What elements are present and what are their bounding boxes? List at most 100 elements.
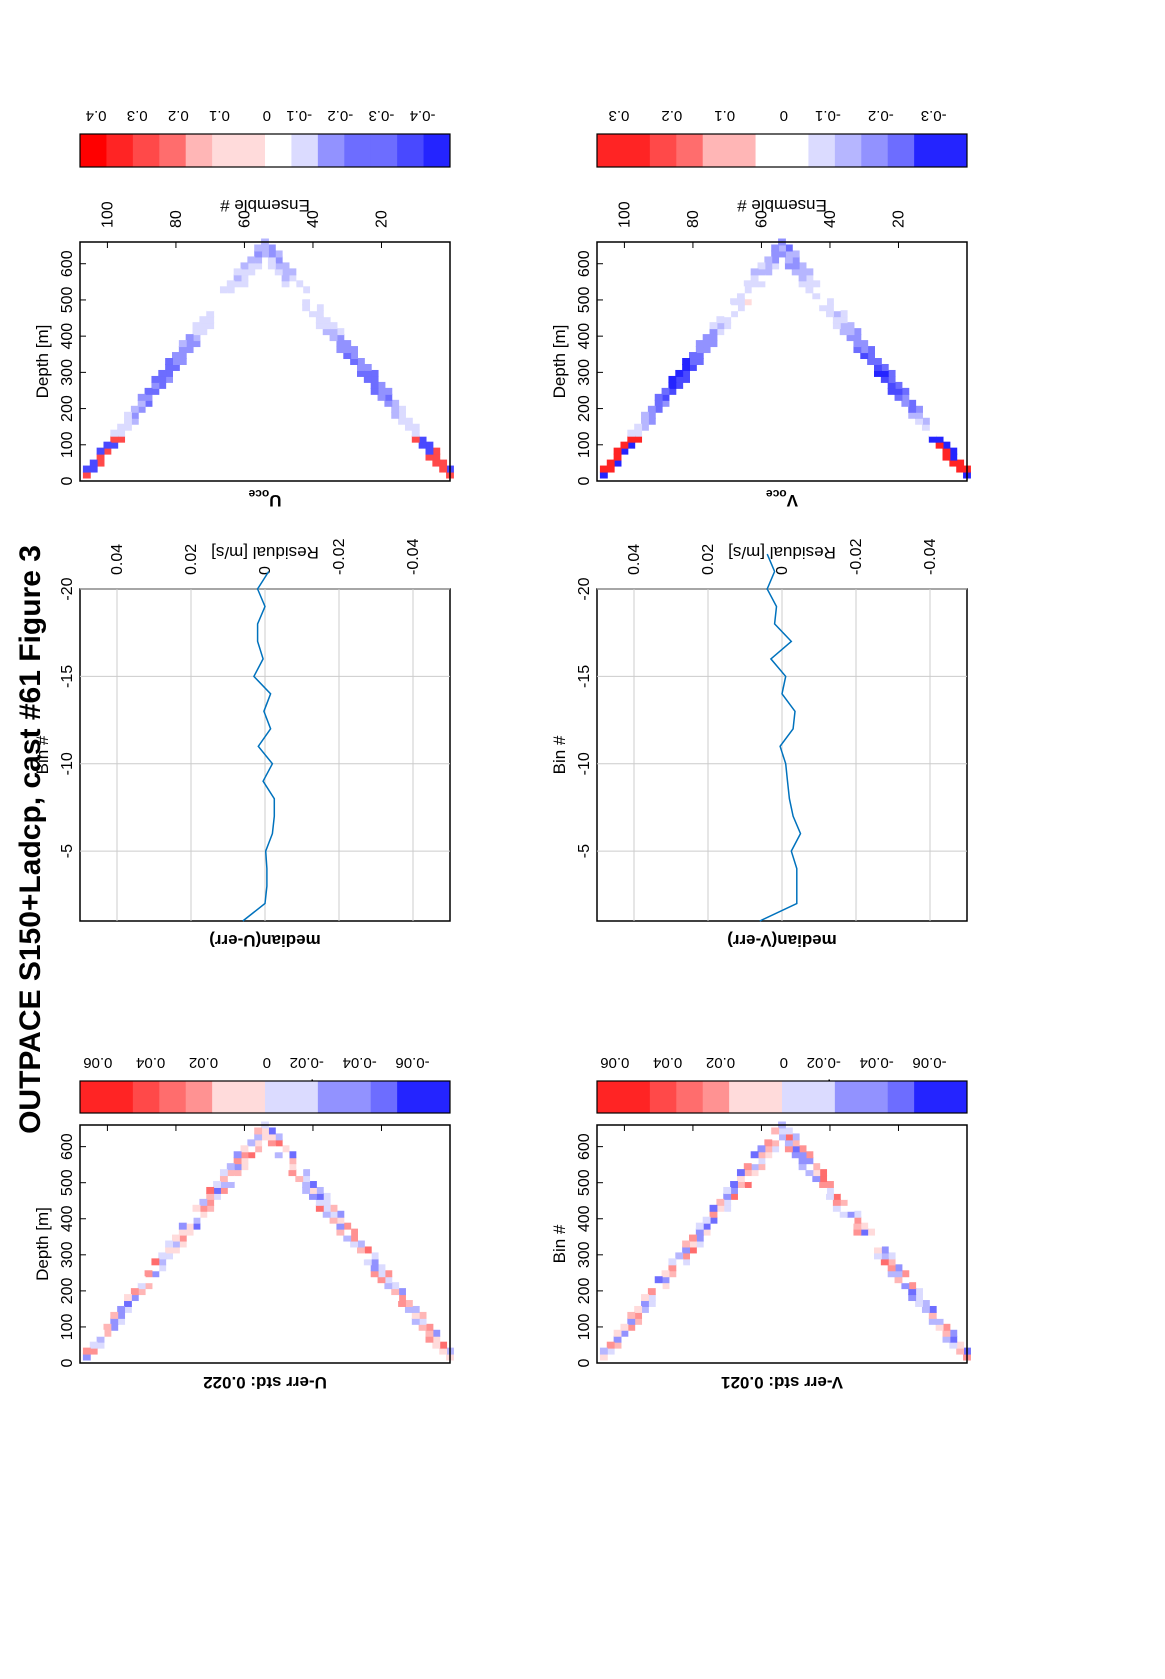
- plot-frame: [596, 241, 968, 482]
- heatmap-cell: [336, 1222, 345, 1230]
- heatmap-cell: [805, 274, 814, 282]
- heatmap-cell: [178, 358, 187, 365]
- heatmap-cell: [411, 429, 420, 437]
- colorbar-swatch: [132, 134, 160, 167]
- heatmap-cell: [343, 1234, 352, 1242]
- heatmap-cell: [124, 411, 132, 419]
- colorbar-tick-label: 0.06: [83, 1054, 112, 1071]
- heatmap-cell: [784, 250, 793, 258]
- heatmap-cell: [213, 1181, 221, 1188]
- heatmap-cell: [103, 1323, 112, 1331]
- heatmap-cell: [819, 1169, 828, 1177]
- heatmap-cell: [736, 304, 745, 312]
- heatmap-cell: [377, 1276, 386, 1284]
- colorbar-tick-label: 0.1: [209, 107, 230, 124]
- heatmap-cell: [309, 1186, 317, 1194]
- colorbar-swatch: [423, 1081, 451, 1113]
- heatmap-cell: [921, 423, 930, 431]
- heatmap-cell: [702, 1222, 711, 1230]
- heatmap-cell: [641, 423, 649, 431]
- colorbar-swatch: [623, 134, 651, 167]
- heatmap-cell: [110, 441, 119, 449]
- heatmap-cell: [867, 346, 875, 354]
- heatmap-cell: [165, 363, 173, 371]
- heatmap-cell: [370, 1270, 379, 1278]
- heatmap-cell: [880, 1258, 889, 1266]
- heatmap-cell: [743, 1163, 752, 1171]
- heatmap-cells: [599, 238, 971, 479]
- heatmap-cell: [178, 340, 187, 348]
- colorbar-swatch: [940, 134, 968, 167]
- y-tick-label: 300: [59, 359, 76, 386]
- colorbar-tick-label: -0.04: [860, 1054, 894, 1071]
- heatmap-cell: [199, 1204, 208, 1212]
- heatmap-cell: [350, 346, 359, 354]
- colorbar-swatch: [397, 1081, 425, 1113]
- colorbar-swatch: [159, 1081, 187, 1113]
- colorbar-swatch: [623, 1081, 651, 1113]
- heatmap-cell: [363, 369, 372, 377]
- heatmap-cell: [730, 1186, 738, 1194]
- heatmap-cell: [302, 1186, 311, 1194]
- heatmap-cell: [247, 1139, 256, 1147]
- heatmap-cell: [295, 1169, 304, 1177]
- heatmap-cell: [874, 358, 882, 365]
- heatmap-cell: [736, 1175, 745, 1183]
- heatmap-cell: [935, 441, 944, 449]
- heatmap-cell: [887, 1252, 896, 1260]
- heatmap-cell: [764, 268, 773, 276]
- heatmap-cell: [853, 334, 862, 342]
- y-tick-label: 600: [59, 1133, 76, 1160]
- heatmap-cell: [647, 417, 656, 425]
- heatmap-cell: [620, 1329, 629, 1337]
- colorbar-swatch: [755, 1081, 783, 1113]
- heatmap-cell: [247, 1145, 256, 1153]
- heatmap-cell: [233, 274, 242, 282]
- heatmap-cell: [89, 465, 98, 473]
- colorbar-tick-label: -0.02: [290, 1054, 324, 1071]
- colorbar-swatch: [80, 1081, 107, 1113]
- heatmap-cells: [82, 238, 454, 479]
- heatmap-cell: [647, 1300, 656, 1307]
- heatmap-cell: [322, 322, 331, 330]
- heatmap-cell: [137, 399, 146, 407]
- heatmap-cell: [343, 352, 352, 360]
- heatmap-cell: [812, 1163, 821, 1171]
- heatmap-cell: [826, 1186, 834, 1194]
- colorbar-tick-label: -0.2: [868, 107, 894, 124]
- heatmap-cell: [839, 328, 848, 336]
- heatmap-cell: [764, 1139, 773, 1147]
- heatmap-cell: [791, 1151, 800, 1159]
- heatmap-cell: [949, 1335, 958, 1343]
- heatmap-cell: [695, 346, 704, 354]
- heatmap-cell: [384, 1270, 393, 1278]
- heatmap-cell: [226, 292, 235, 300]
- heatmap-cell: [144, 393, 153, 401]
- heatmap-cell: [240, 268, 249, 276]
- heatmap-cell: [411, 423, 420, 431]
- heatmap-cell: [654, 405, 663, 413]
- heatmap-cell: [82, 1347, 91, 1355]
- y-tick-label: 600: [59, 250, 76, 277]
- heatmap-cell: [682, 369, 690, 377]
- heatmap-cell: [716, 1204, 725, 1212]
- heatmap-cell: [117, 435, 126, 443]
- heatmap-cell: [315, 1192, 324, 1200]
- heatmap-cell: [853, 328, 862, 336]
- heatmap-cell: [233, 1151, 242, 1159]
- heatmap-cell: [771, 1139, 780, 1147]
- heatmap-cell: [178, 1222, 187, 1230]
- heatmap-cell: [267, 1133, 276, 1141]
- heatmap-cell: [391, 1288, 400, 1296]
- heatmap-cell: [281, 262, 290, 270]
- heatmap-cell: [158, 1264, 167, 1272]
- colorbar-swatch: [159, 134, 187, 167]
- heatmap-cell: [96, 453, 105, 461]
- heatmap-cell: [117, 1311, 126, 1319]
- heatmap-cell: [661, 1270, 670, 1278]
- heatmap-cell: [661, 1276, 670, 1284]
- heatmap-cell: [233, 1157, 242, 1165]
- heatmap-cell: [764, 1151, 773, 1159]
- x-tick-label: -0.02: [331, 538, 348, 575]
- heatmap-cell: [370, 1252, 379, 1260]
